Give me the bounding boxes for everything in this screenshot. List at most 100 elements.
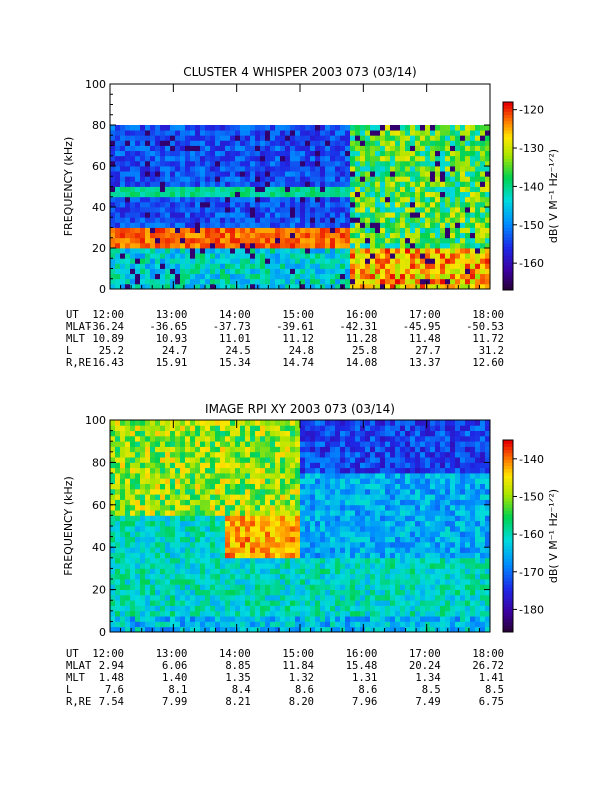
heatmap-cell bbox=[230, 222, 236, 228]
heatmap-cell bbox=[220, 222, 226, 228]
heatmap-cell bbox=[360, 181, 366, 187]
heatmap-cell bbox=[400, 242, 406, 249]
heatmap-cell bbox=[210, 584, 216, 590]
heatmap-cell bbox=[265, 473, 271, 479]
heatmap-cell bbox=[245, 186, 251, 193]
heatmap-cell bbox=[270, 457, 276, 463]
heatmap-cell bbox=[445, 145, 451, 152]
heatmap-cell bbox=[415, 176, 421, 182]
heatmap-cell bbox=[365, 441, 371, 447]
heatmap-cell bbox=[220, 616, 226, 622]
heatmap-cell bbox=[310, 515, 316, 522]
heatmap-cell bbox=[305, 430, 311, 437]
heatmap-cell bbox=[285, 579, 291, 585]
heatmap-cell bbox=[240, 207, 246, 213]
heatmap-cell bbox=[240, 605, 246, 612]
heatmap-cell bbox=[425, 145, 431, 152]
heatmap-cell bbox=[290, 222, 296, 228]
heatmap-cell bbox=[480, 155, 486, 162]
heatmap-cell bbox=[165, 166, 171, 172]
heatmap-cell bbox=[195, 420, 201, 426]
heatmap-cell bbox=[250, 589, 256, 596]
heatmap-cell bbox=[215, 222, 221, 228]
colorbar-step bbox=[503, 280, 513, 285]
heatmap-cell bbox=[245, 217, 251, 223]
heatmap-cell bbox=[225, 483, 231, 490]
heatmap-cell bbox=[160, 610, 166, 617]
heatmap-cell bbox=[310, 155, 316, 162]
heatmap-cell bbox=[325, 473, 331, 479]
heatmap-cell bbox=[190, 626, 196, 633]
heatmap-cell bbox=[260, 258, 266, 264]
heatmap-cell bbox=[125, 217, 131, 223]
heatmap-cell bbox=[160, 242, 166, 249]
heatmap-cell bbox=[215, 483, 221, 490]
heatmap-cell bbox=[190, 140, 196, 146]
heatmap-cell bbox=[380, 594, 386, 601]
heatmap-cell bbox=[290, 191, 296, 198]
heatmap-cell bbox=[185, 201, 191, 208]
heatmap-cell bbox=[120, 483, 126, 490]
heatmap-cell bbox=[270, 589, 276, 596]
heatmap-cell bbox=[305, 273, 311, 280]
heatmap-cell bbox=[145, 605, 151, 612]
heatmap-cell bbox=[145, 181, 151, 187]
heatmap-cell bbox=[290, 217, 296, 223]
heatmap-cell bbox=[225, 263, 231, 269]
heatmap-cell bbox=[310, 420, 316, 426]
heatmap-cell bbox=[170, 420, 176, 426]
heatmap-cell bbox=[180, 420, 186, 426]
heatmap-cell bbox=[210, 610, 216, 617]
heatmap-cell bbox=[140, 462, 146, 469]
heatmap-cell bbox=[140, 420, 146, 426]
heatmap-cell bbox=[215, 196, 221, 203]
heatmap-cell bbox=[135, 568, 141, 575]
heatmap-cell bbox=[200, 573, 206, 580]
heatmap-cell bbox=[320, 446, 326, 453]
heatmap-cell bbox=[270, 196, 276, 203]
colorbar-step bbox=[503, 142, 513, 147]
heatmap-cell bbox=[390, 227, 396, 234]
heatmap-cell bbox=[145, 563, 151, 569]
heatmap-cell bbox=[280, 552, 286, 559]
heatmap-cell bbox=[110, 242, 116, 249]
heatmap-cell bbox=[475, 125, 481, 131]
heatmap-cell bbox=[420, 212, 426, 218]
heatmap-cell bbox=[345, 504, 351, 511]
heatmap-cell bbox=[155, 473, 161, 479]
heatmap-cell bbox=[210, 130, 216, 136]
heatmap-cell bbox=[275, 589, 281, 596]
heatmap-cell bbox=[385, 589, 391, 596]
heatmap-cell bbox=[155, 520, 161, 527]
heatmap-cell bbox=[305, 499, 311, 506]
heatmap-cell bbox=[340, 441, 346, 447]
heatmap-cell bbox=[125, 494, 131, 500]
heatmap-cell bbox=[225, 237, 231, 244]
heatmap-cell bbox=[295, 526, 301, 532]
heatmap-cell bbox=[400, 626, 406, 633]
heatmap-cell bbox=[150, 616, 156, 622]
heatmap-cell bbox=[145, 140, 151, 146]
heatmap-cell bbox=[125, 499, 131, 506]
heatmap-cell bbox=[210, 420, 216, 426]
heatmap-cell bbox=[310, 130, 316, 136]
heatmap-cell bbox=[160, 510, 166, 516]
heatmap-cell bbox=[130, 621, 136, 628]
heatmap-cell bbox=[225, 605, 231, 612]
heatmap-cell bbox=[390, 166, 396, 172]
heatmap-cell bbox=[325, 227, 331, 234]
heatmap-cell bbox=[470, 135, 476, 141]
heatmap-cell bbox=[265, 186, 271, 193]
heatmap-cell bbox=[260, 222, 266, 228]
heatmap-cell bbox=[290, 457, 296, 463]
heatmap-cell bbox=[115, 616, 121, 622]
heatmap-cell bbox=[275, 155, 281, 162]
heatmap-cell bbox=[245, 253, 251, 259]
heatmap-cell bbox=[335, 196, 341, 203]
heatmap-cell bbox=[270, 547, 276, 553]
heatmap-cell bbox=[250, 273, 256, 280]
heatmap-cell bbox=[115, 584, 121, 590]
heatmap-cell bbox=[350, 499, 356, 506]
heatmap-cell bbox=[220, 160, 226, 167]
heatmap-cell bbox=[350, 483, 356, 490]
